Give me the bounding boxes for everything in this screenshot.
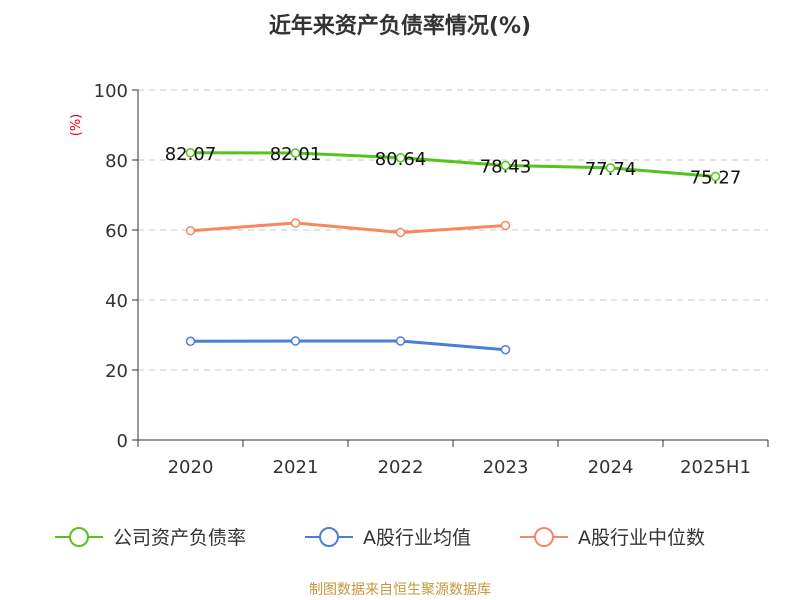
legend-marker xyxy=(319,527,339,547)
data-label: 75.27 xyxy=(690,168,742,189)
data-point[interactable] xyxy=(500,160,511,171)
y-tick-label: 80 xyxy=(105,151,128,172)
x-tick-label: 2023 xyxy=(483,457,529,478)
data-point[interactable] xyxy=(185,148,196,158)
data-label: 82.01 xyxy=(270,144,322,165)
data-label: 80.64 xyxy=(375,149,427,170)
axes: 0 20 40 60 80 100 2020 2021 2022 2023 2024 2025H1 xyxy=(94,81,769,478)
chart-title: 近年来资产负债率情况(%) xyxy=(269,13,531,39)
y-tick-label: 60 xyxy=(105,221,128,242)
data-label: 82.07 xyxy=(165,144,217,165)
data-point[interactable] xyxy=(395,336,406,346)
y-tick-label: 0 xyxy=(117,431,128,452)
data-point[interactable] xyxy=(500,344,511,355)
legend[interactable]: 公司资产负债率 A股行业均值 A股行业中位数 xyxy=(55,527,705,549)
data-point[interactable] xyxy=(290,148,301,158)
data-labels: 82.07 82.01 80.64 78.43 77.74 75.27 xyxy=(165,144,742,189)
series-lines xyxy=(185,148,721,355)
legend-item[interactable]: 公司资产负债率 xyxy=(55,527,246,549)
x-tick-label: 2020 xyxy=(168,457,214,478)
legend-label: A股行业均值 xyxy=(363,527,471,549)
data-point[interactable] xyxy=(290,336,301,346)
series-line xyxy=(189,221,507,234)
data-point[interactable] xyxy=(395,227,406,238)
legend-marker xyxy=(69,527,89,547)
grid xyxy=(138,89,768,371)
legend-marker xyxy=(534,527,554,547)
x-tick-label: 2024 xyxy=(588,457,634,478)
y-tick-label: 40 xyxy=(105,291,128,312)
data-point[interactable] xyxy=(605,163,616,173)
data-label: 78.43 xyxy=(480,156,532,177)
legend-item[interactable]: A股行业均值 xyxy=(305,527,471,549)
series-line xyxy=(189,339,507,352)
data-point[interactable] xyxy=(185,225,196,236)
x-tick-label: 2025H1 xyxy=(680,457,751,478)
series-line xyxy=(189,151,717,179)
data-point[interactable] xyxy=(395,153,406,163)
data-label: 77.74 xyxy=(585,159,637,180)
x-tick-label: 2022 xyxy=(378,457,424,478)
y-tick-label: 100 xyxy=(94,81,128,102)
source-note: 制图数据来自恒生聚源数据库 xyxy=(309,582,491,598)
data-point[interactable] xyxy=(185,336,196,347)
data-point[interactable] xyxy=(500,220,511,231)
data-point[interactable] xyxy=(290,218,301,228)
legend-label: 公司资产负债率 xyxy=(113,527,246,549)
y-tick-label: 20 xyxy=(105,361,128,382)
x-tick-label: 2021 xyxy=(273,457,319,478)
y-axis-unit: (%) xyxy=(69,114,84,137)
legend-label: A股行业中位数 xyxy=(578,527,705,549)
data-point[interactable] xyxy=(710,171,721,182)
legend-item[interactable]: A股行业中位数 xyxy=(520,527,705,549)
